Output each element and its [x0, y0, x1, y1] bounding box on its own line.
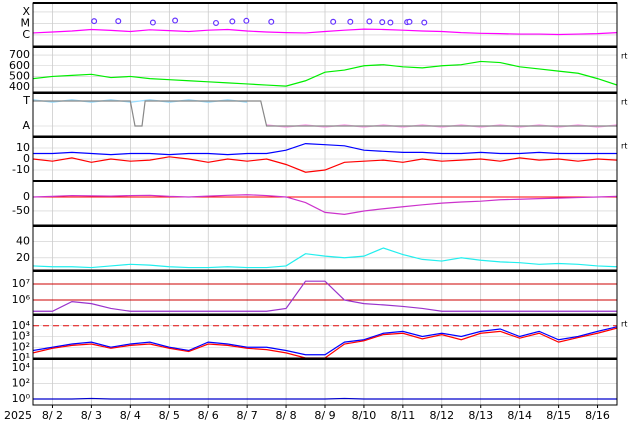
data-line: [33, 397, 617, 400]
flare-marker: [379, 19, 386, 26]
y-tick-label: M: [21, 16, 31, 29]
flare-marker: [243, 17, 250, 24]
data-line: [33, 247, 617, 269]
y-tick-label: 10⁴: [12, 319, 31, 332]
data-line: [33, 194, 617, 215]
y-tick-label: X: [22, 5, 30, 18]
panel: [33, 47, 617, 92]
y-tick-label: 10⁷: [12, 277, 30, 290]
y-tick-label: 0: [23, 152, 30, 165]
data-line: [33, 326, 617, 356]
corner-label: rt: [621, 142, 627, 151]
x-tick-label: 8/ 2: [42, 409, 63, 422]
y-tick-label: 10: [16, 141, 30, 154]
x-tick-label: 8/ 8: [275, 409, 296, 422]
y-tick-label: 10²: [12, 340, 30, 353]
x-tick-label: 8/12: [429, 409, 454, 422]
data-line: [33, 99, 248, 103]
y-tick-label: 700: [9, 48, 30, 61]
x-tick-label: 8/16: [585, 409, 610, 422]
flare-marker: [406, 18, 413, 25]
x-tick-label: 8/ 7: [237, 409, 258, 422]
year-label: 2025: [4, 409, 32, 422]
y-tick-label: 20: [16, 251, 30, 264]
data-line: [33, 100, 617, 127]
y-tick-label: 0: [23, 190, 30, 203]
x-tick-label: 8/14: [507, 409, 532, 422]
panel: [33, 3, 617, 46]
x-tick-label: 8/15: [546, 409, 571, 422]
panel: [33, 93, 617, 136]
corner-label: rt: [621, 320, 627, 329]
y-tick-label: 10⁰: [12, 392, 31, 405]
corner-label: rt: [621, 98, 627, 107]
flare-marker: [172, 17, 179, 24]
flare-marker: [387, 19, 394, 26]
flare-marker: [212, 19, 219, 26]
x-tick-label: 8/13: [468, 409, 493, 422]
panel: [33, 181, 617, 225]
y-tick-label: C: [22, 28, 30, 41]
y-tick-label: 10¹: [12, 351, 30, 364]
y-tick-label: A: [22, 119, 30, 132]
y-tick-label: 10²: [12, 377, 30, 390]
panel: [33, 226, 617, 270]
data-line: [33, 28, 617, 36]
y-tick-label: -50: [12, 204, 30, 217]
y-tick-label: 40: [16, 234, 30, 247]
x-tick-label: 8/ 4: [120, 409, 141, 422]
y-tick-label: 500: [9, 69, 30, 82]
data-line: [33, 156, 617, 173]
y-tick-label: 10⁶: [12, 293, 31, 306]
x-tick-label: 8/11: [391, 409, 416, 422]
x-tick-label: 8/ 3: [81, 409, 102, 422]
corner-label: rt: [621, 52, 627, 61]
y-tick-label: 400: [9, 80, 30, 93]
data-line: [33, 327, 617, 358]
x-tick-label: 8/ 9: [314, 409, 335, 422]
y-tick-label: 10⁴: [12, 361, 31, 374]
flare-marker: [366, 18, 373, 25]
flare-marker: [330, 18, 337, 25]
flare-marker: [347, 18, 354, 25]
panel: [33, 315, 617, 358]
data-line: [33, 60, 617, 87]
panel: [33, 359, 617, 405]
flare-marker: [421, 19, 428, 26]
data-line: [33, 280, 617, 312]
y-tick-label: -10: [12, 163, 30, 176]
flare-marker: [91, 18, 98, 25]
y-tick-label: 10³: [12, 330, 30, 343]
flare-marker: [115, 18, 122, 25]
data-line: [266, 124, 617, 128]
data-line: [33, 142, 617, 156]
flare-marker: [149, 19, 156, 26]
x-tick-label: 8/ 6: [198, 409, 219, 422]
x-tick-label: 8/10: [352, 409, 377, 422]
flare-marker: [229, 18, 236, 25]
panel: [33, 137, 617, 181]
flare-marker: [268, 18, 275, 25]
y-tick-label: T: [22, 94, 30, 107]
y-tick-label: 600: [9, 59, 30, 72]
panel: [33, 271, 617, 314]
x-tick-label: 8/ 5: [159, 409, 180, 422]
